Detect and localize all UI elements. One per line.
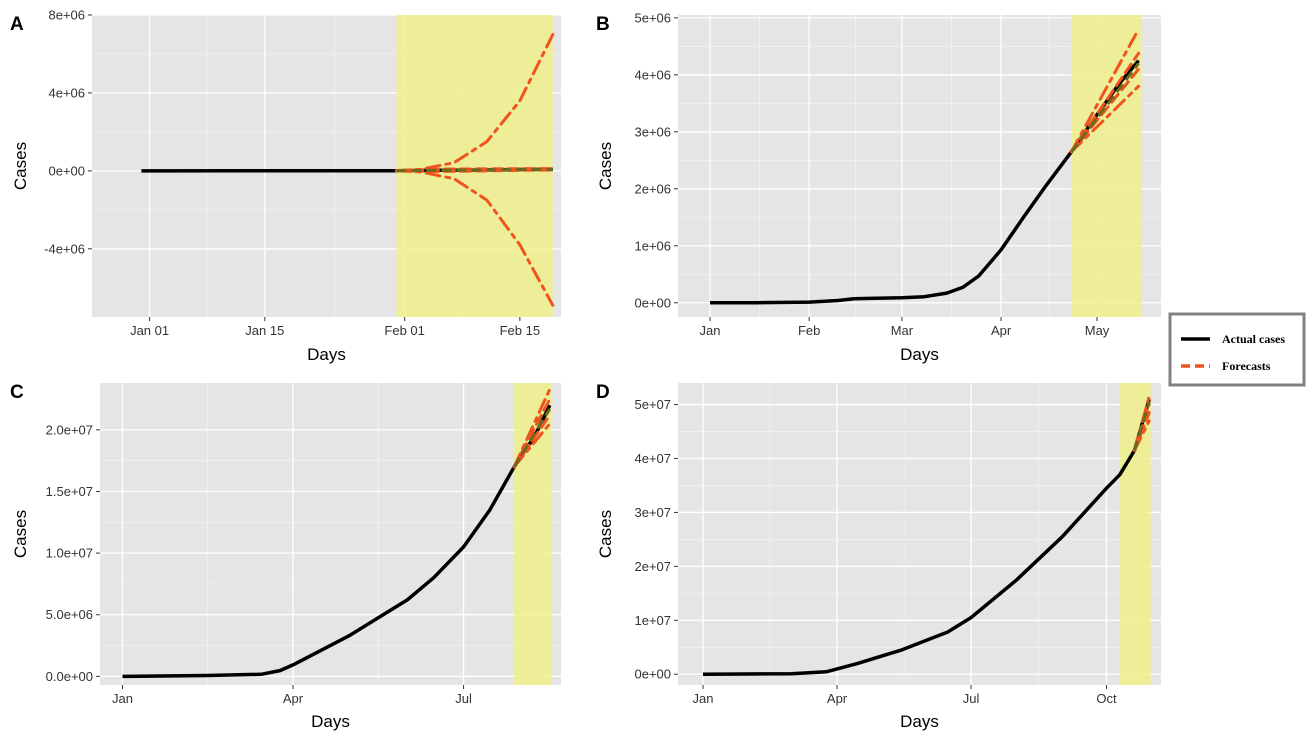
forecast-window xyxy=(1071,15,1142,317)
y-axis-title: Cases xyxy=(596,510,615,558)
y-tick-label: 8e+06 xyxy=(48,8,85,23)
series-forecast-upper-95 xyxy=(512,387,552,469)
plot-area xyxy=(678,383,1161,685)
series-forecast-upper-95 xyxy=(1069,27,1141,154)
y-tick-label: 0e+00 xyxy=(48,163,85,178)
x-tick-label: Apr xyxy=(827,691,848,706)
x-tick-label: Mar xyxy=(891,323,914,338)
series-group xyxy=(141,33,555,307)
x-tick-label: Jan xyxy=(693,691,714,706)
panel-label: D xyxy=(596,382,610,403)
y-tick-label: 3e+06 xyxy=(634,124,671,139)
panel-label: C xyxy=(10,382,24,403)
y-axis-title: Cases xyxy=(11,142,30,190)
panel-D: 0e+00 1e+07 2e+07 3e+07 4e+07 5e+07 Jan Apr Jul O… xyxy=(596,382,1161,731)
series-actual-cases xyxy=(702,398,1151,676)
series-forecast-point xyxy=(512,408,552,468)
x-tick-label: May xyxy=(1085,323,1110,338)
panel-C: 0.0e+00 5.0e+06 1.0e+07 1.5e+07 2.0e+07 Jan Ap… xyxy=(10,382,561,731)
series-group xyxy=(122,387,552,679)
x-tick-label: Apr xyxy=(991,323,1012,338)
legend: Actual cases Forecasts xyxy=(1168,312,1306,387)
x-tick-label: Jan 15 xyxy=(245,323,284,338)
series-group xyxy=(709,27,1141,305)
x-tick-label: Jan xyxy=(700,323,721,338)
x-axis-title: Days xyxy=(311,712,350,731)
panels: -4e+06 0e+00 4e+06 8e+06 Jan 01 Jan 15 Feb 01 F… xyxy=(10,8,1161,731)
legend-label-actual: Actual cases xyxy=(1222,332,1285,346)
panel-label: A xyxy=(10,14,24,35)
panel-B: 0e+00 1e+06 2e+06 3e+06 4e+06 5e+06 Jan Feb Mar A… xyxy=(596,10,1161,364)
series-forecast-point xyxy=(396,167,553,173)
y-tick-label: 2e+06 xyxy=(634,181,671,196)
x-tick-label: Jan 01 xyxy=(130,323,169,338)
y-tick-label: 4e+07 xyxy=(634,451,671,466)
y-tick-label: 5.0e+06 xyxy=(46,607,93,622)
x-axis-title: Days xyxy=(900,712,939,731)
x-tick-label: Jan xyxy=(112,691,133,706)
y-tick-label: 1e+07 xyxy=(634,613,671,628)
y-tick-label: 1e+06 xyxy=(634,238,671,253)
plot-area xyxy=(100,383,561,685)
y-tick-label: 5e+06 xyxy=(634,10,671,25)
y-tick-label: 4e+06 xyxy=(634,67,671,82)
y-tick-label: 1.0e+07 xyxy=(46,546,93,561)
y-tick-label: 0.0e+00 xyxy=(46,669,93,684)
x-tick-label: Jul xyxy=(963,691,980,706)
y-tick-label: 0e+00 xyxy=(634,667,671,682)
series-forecast-upper-80 xyxy=(512,397,552,469)
y-axis-title: Cases xyxy=(11,510,30,558)
forecast-window xyxy=(396,15,553,317)
x-tick-label: Jul xyxy=(455,691,472,706)
forecast-window xyxy=(1119,383,1151,685)
y-tick-label: 3e+07 xyxy=(634,505,671,520)
x-axis-title: Days xyxy=(307,345,346,364)
legend-label-forecast: Forecasts xyxy=(1222,359,1271,373)
x-tick-label: Feb 01 xyxy=(384,323,424,338)
legend-box xyxy=(1168,312,1306,387)
series-group xyxy=(702,395,1151,676)
series-forecast-point xyxy=(1070,62,1140,153)
y-tick-label: 2e+07 xyxy=(634,559,671,574)
y-tick-label: 2.0e+07 xyxy=(46,422,93,437)
x-tick-label: Feb xyxy=(798,323,820,338)
x-tick-label: Oct xyxy=(1096,691,1117,706)
y-axis-title: Cases xyxy=(596,142,615,190)
y-tick-label: 1.5e+07 xyxy=(46,484,93,499)
y-tick-label: 5e+07 xyxy=(634,397,671,412)
x-tick-label: Feb 15 xyxy=(500,323,540,338)
panel-A: -4e+06 0e+00 4e+06 8e+06 Jan 01 Jan 15 Feb 01 F… xyxy=(10,8,561,364)
series-forecast-point xyxy=(1133,401,1151,451)
y-tick-label: 0e+00 xyxy=(634,295,671,310)
y-tick-label: -4e+06 xyxy=(44,241,85,256)
x-axis-title: Days xyxy=(900,345,939,364)
x-tick-label: Apr xyxy=(283,691,304,706)
y-tick-label: 4e+06 xyxy=(48,85,85,100)
panel-label: B xyxy=(596,14,610,35)
